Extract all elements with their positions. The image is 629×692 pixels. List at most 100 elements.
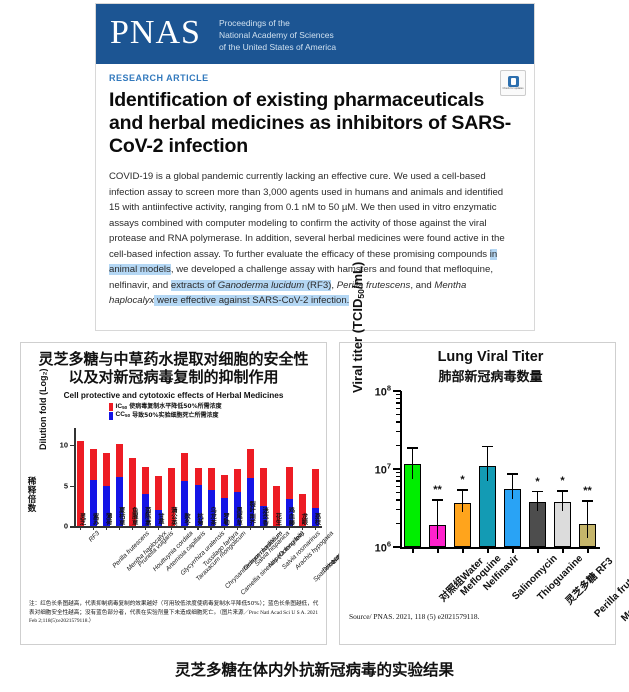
bar-label-cn: 花生 — [274, 512, 282, 526]
bar-label-cn: 鸡血藤 — [287, 506, 295, 526]
abstract-span-10: were effective against SARS-CoV-2 infect… — [154, 295, 350, 307]
y-tick-minor — [396, 407, 401, 409]
error-bar-cap — [582, 500, 593, 502]
y-tick-major — [393, 389, 401, 393]
bar-cc50 — [90, 479, 98, 527]
x-tick — [301, 526, 303, 531]
error-bar — [561, 489, 564, 511]
y-tick-minor — [396, 444, 401, 447]
bar-group: ** — [579, 391, 596, 547]
left-chart-y-axis — [74, 428, 76, 527]
bar-label-cn: 迷迭香 — [261, 506, 269, 526]
left-chart-title-en: Cell protective and cytotoxic effects of… — [63, 390, 284, 400]
x-tick — [288, 526, 290, 531]
x-tick — [536, 547, 539, 553]
bar-cc50 — [246, 478, 254, 527]
x-tick — [561, 547, 564, 553]
y-tick-minor — [396, 393, 401, 396]
article-title: Identification of existing pharmaceutica… — [109, 89, 512, 157]
x-tick — [158, 526, 160, 531]
bar-label-cn: 薄荷 — [104, 512, 112, 526]
bar-cc50 — [220, 497, 228, 527]
bar-cc50 — [259, 505, 267, 527]
bar-label-cn: 款冬 — [182, 512, 190, 526]
bar-ic50 — [272, 485, 280, 527]
left-chart-title-cn-2: 以及对新冠病毒复制的抑制作用 — [68, 368, 279, 387]
error-bar-cap — [507, 473, 518, 476]
error-bar — [511, 473, 514, 500]
x-tick — [249, 526, 251, 531]
bar-ic50 — [155, 475, 163, 527]
figure-caption: 灵芝多糖在体内外抗新冠病毒的实验结果 — [174, 661, 454, 679]
significance-annotation: * — [460, 474, 465, 487]
bar-ic50 — [168, 467, 176, 527]
error-bar-cap — [532, 490, 543, 493]
y-tick-minor — [396, 413, 401, 416]
x-tick — [92, 526, 95, 531]
y-tick-label: 0 — [63, 521, 68, 531]
significance-annotation: ** — [583, 485, 592, 498]
legend-item-cc: CC50 导致50%实验细胞死亡所需浓度 — [109, 411, 326, 420]
legend-key: CC50 — [115, 411, 131, 419]
right-chart-source: Source/ PNAS. 2021, 118 (5) e2021579118. — [349, 612, 480, 621]
y-tick-minor — [396, 397, 401, 400]
left-chart-ylabel-cn: 稀释倍数 — [27, 477, 37, 515]
left-chart-ylabel-en: Dilution fold (Log₂) — [38, 368, 48, 451]
pnas-subtitle-line-1: Proceedings of the — [218, 17, 290, 28]
legend-swatch-icon — [109, 403, 113, 412]
right-chart-y-axis — [400, 391, 403, 547]
y-tick-minor — [396, 431, 401, 433]
bar-group — [479, 391, 496, 547]
bar-ic50 — [129, 457, 137, 527]
crossmark-label: Check for updates — [502, 86, 524, 90]
pnas-subtitle: Proceedings of the National Academy of S… — [219, 15, 336, 54]
legend-swatch-icon — [109, 411, 113, 420]
left-chart-note-text: 注：红色长条图越高，代表抑制病毒复制的效果越好（可用较低浓度使病毒复制水平降低5… — [29, 601, 319, 616]
x-tick — [262, 526, 264, 531]
error-bar-cap — [457, 489, 468, 492]
bar-label-cn: 荔枝 — [313, 512, 321, 526]
error-bar-cap — [432, 499, 443, 501]
error-bar — [436, 499, 439, 540]
x-tick — [145, 526, 147, 531]
bar-group: * — [554, 391, 571, 547]
error-bar — [486, 445, 489, 482]
bar-label-cn: 乌龙茶 — [209, 506, 217, 526]
significance-annotation: ** — [433, 484, 442, 497]
bar-cc50 — [181, 481, 189, 527]
x-tick-label: RF3 — [87, 530, 101, 544]
x-tick — [132, 526, 134, 531]
right-chart-plot: Viral titer (TCID50/mL) 106 107 108 对照组Wate… — [340, 262, 629, 624]
bar-label-cn: 蒲公英 — [169, 506, 177, 526]
x-tick — [486, 547, 489, 553]
significance-annotation: * — [535, 475, 540, 488]
error-bar-cap — [557, 489, 568, 492]
bar-cc50 — [311, 507, 319, 527]
bar-label-cn: 茵陈蒿 — [143, 506, 151, 526]
bar-label-cn: 裂叶荆芥 — [248, 500, 256, 526]
abstract-span-5: (RF3) — [304, 279, 332, 291]
x-tick — [210, 526, 212, 531]
bar-label-cn: 杭菊 — [196, 512, 203, 526]
article-abstract: COVID-19 is a global pandemic currently … — [109, 169, 521, 309]
y-tick-minor — [396, 402, 401, 404]
x-tick — [236, 526, 238, 531]
y-tick-minor — [396, 509, 401, 511]
y-tick-minor — [396, 421, 401, 423]
bar-group: ** — [429, 391, 446, 547]
bar-label-cn: 龙眼 — [300, 512, 308, 526]
y-tick-minor — [396, 480, 401, 482]
bar-cc50 — [116, 477, 124, 527]
y-tick-minor — [396, 485, 401, 487]
x-tick — [511, 547, 514, 553]
pnas-subtitle-line-3: of the United States of America — [218, 42, 337, 53]
y-tick-minor — [396, 475, 401, 478]
x-tick — [461, 547, 464, 553]
legend-desc: 使病毒复制水平降低50%所需浓度 — [129, 402, 222, 410]
bar-cc50 — [194, 484, 202, 527]
x-tick — [197, 526, 199, 531]
abstract-span-4: Ganoderma lucidum — [217, 279, 305, 291]
y-tick-minor — [396, 499, 401, 501]
bar-label-cn: 罗勒 — [222, 512, 230, 526]
y-tick-minor — [396, 471, 401, 474]
